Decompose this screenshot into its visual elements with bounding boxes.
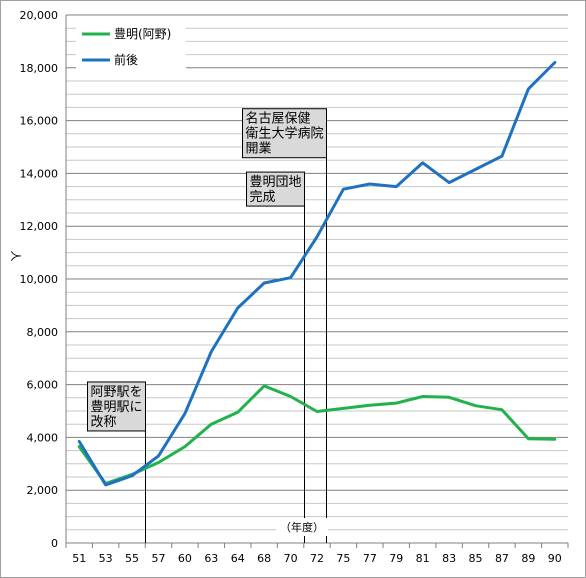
- x-tick-label: 90: [548, 552, 562, 565]
- x-tick-label: 53: [99, 552, 113, 565]
- annotation-box: [246, 171, 305, 207]
- x-tick-label: 55: [125, 552, 139, 565]
- annotation-box: [242, 108, 327, 159]
- series-line-1: [77, 384, 557, 486]
- x-tick-label: 63: [204, 552, 218, 565]
- x-tick-label: 60: [178, 552, 192, 565]
- y-tick-label: 6,000: [27, 379, 59, 392]
- annotation-text: 衛生大学病院: [246, 126, 324, 142]
- annotation-text: 改称: [91, 415, 117, 430]
- y-tick-label: 8,000: [27, 326, 59, 339]
- y-tick-label: 4,000: [27, 431, 59, 444]
- x-tick-label: 77: [363, 552, 377, 565]
- series-lines: [77, 61, 557, 487]
- x-tick-label: 72: [310, 552, 324, 565]
- x-tick-label: 75: [336, 552, 350, 565]
- annotation-text: 完成: [250, 190, 276, 205]
- annotation-box: [87, 381, 146, 432]
- legend-label: 前後: [114, 52, 138, 67]
- y-tick-label: 2,000: [27, 484, 59, 497]
- annotation-text: 開業: [246, 141, 272, 157]
- annotation-text: 名古屋保健: [246, 111, 311, 127]
- x-tick-label: 51: [72, 552, 86, 565]
- annotation-text: 豊明団地: [250, 175, 302, 190]
- x-tick-label: 89: [521, 552, 535, 565]
- y-axis-label: 人: [9, 251, 22, 262]
- y-tick-label: 10,000: [20, 273, 59, 286]
- legend-label: 豊明(阿野): [114, 27, 171, 41]
- annotation-text: 阿野駅を: [91, 385, 143, 400]
- x-axis-label: （年度）: [280, 520, 324, 534]
- x-tick-label: 57: [151, 552, 165, 565]
- x-tick-label: 83: [442, 552, 456, 565]
- x-tick-label: 68: [257, 552, 271, 565]
- x-tick-label: 85: [469, 552, 483, 565]
- legend: 豊明(阿野) 前後: [76, 20, 186, 72]
- grid: [66, 14, 568, 544]
- x-tick-label: 87: [495, 552, 509, 565]
- y-tick-label: 12,000: [20, 220, 59, 233]
- x-tick-label: 64: [231, 552, 245, 565]
- y-tick-label: 20,000: [20, 9, 59, 22]
- x-axis-label-bg: [276, 518, 328, 536]
- annotation-text: 豊明駅に: [91, 400, 143, 415]
- legend-box: [76, 20, 186, 72]
- axes: [65, 15, 569, 548]
- y-tick-labels: 0 2,000 4,000 6,000 8,000 10,000 12,000 14,000 1…: [20, 9, 59, 550]
- series-line-2: [77, 61, 557, 487]
- x-tick-label: 81: [416, 552, 430, 565]
- y-tick-label: 16,000: [20, 115, 59, 128]
- y-tick-label: 18,000: [20, 62, 59, 75]
- x-tick-labels: 51 53 55 57 60 63 64 68 70 72 75 77 79 81 83 85 87 89 90: [72, 552, 562, 565]
- x-tick-label: 70: [284, 552, 298, 565]
- y-tick-label: 0: [51, 537, 58, 550]
- x-tick-label: 79: [389, 552, 403, 565]
- y-tick-label: 14,000: [20, 167, 59, 180]
